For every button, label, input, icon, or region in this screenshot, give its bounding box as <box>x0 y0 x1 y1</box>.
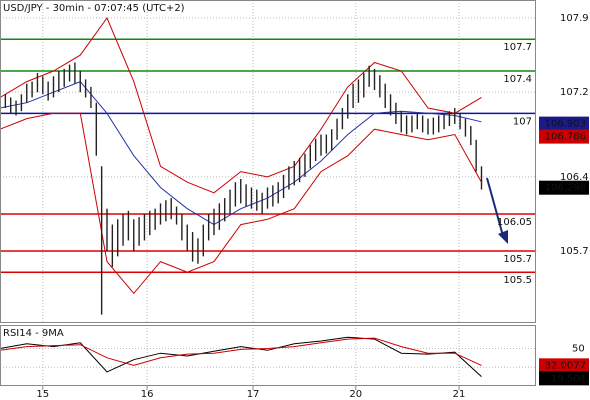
price-tag-label: 106.786 <box>545 132 586 143</box>
x-tick-label: 20 <box>349 389 362 400</box>
y-tick-label: 107.9 <box>560 13 589 24</box>
price-tag <box>539 116 589 131</box>
x-tick-label: 16 <box>141 389 154 400</box>
main-frame <box>0 0 536 323</box>
level-label: 105.5 <box>503 275 532 286</box>
chart-title: USD/JPY - 30min - 07:07:45 (UTC+2) <box>3 3 185 14</box>
level-label: 105.7 <box>503 254 532 265</box>
arrow-head <box>498 230 508 244</box>
y-tick-label: 105.7 <box>560 246 589 257</box>
series-line <box>0 16 482 194</box>
rsi-frame <box>0 325 536 386</box>
arrow <box>486 177 504 237</box>
price-tag-label: 106.903 <box>545 119 586 130</box>
price-tag <box>539 358 589 373</box>
tag-layer: 15 16 17 20 21 107.9 107.2 106.4 105.7 107.7 107.4… <box>36 13 589 400</box>
price-tag <box>539 371 589 386</box>
x-tick-label: 21 <box>453 389 466 400</box>
price-tag-label: 106.298 <box>545 183 586 194</box>
x-tick-label: 15 <box>36 389 49 400</box>
level-label: 107.7 <box>503 42 532 53</box>
price-tag-label: 32.0077 <box>545 360 586 371</box>
level-label: 107.4 <box>503 74 532 85</box>
main-layer <box>0 16 535 377</box>
series-line <box>0 112 482 295</box>
level-label: 107 <box>513 116 532 127</box>
x-tick-label: 17 <box>247 389 260 400</box>
y-tick-label: 50 <box>572 343 585 354</box>
rsi-title: RSI14 - 9MA <box>3 328 64 339</box>
y-tick-label: 106.4 <box>560 172 589 183</box>
series-line <box>0 337 482 366</box>
price-tag <box>539 129 589 144</box>
y-tick-label: 107.2 <box>560 87 589 98</box>
price-tag-label: 19.504 <box>551 373 586 384</box>
price-tag <box>539 180 589 195</box>
series-line <box>0 336 482 377</box>
level-label: 106.05 <box>497 217 532 228</box>
